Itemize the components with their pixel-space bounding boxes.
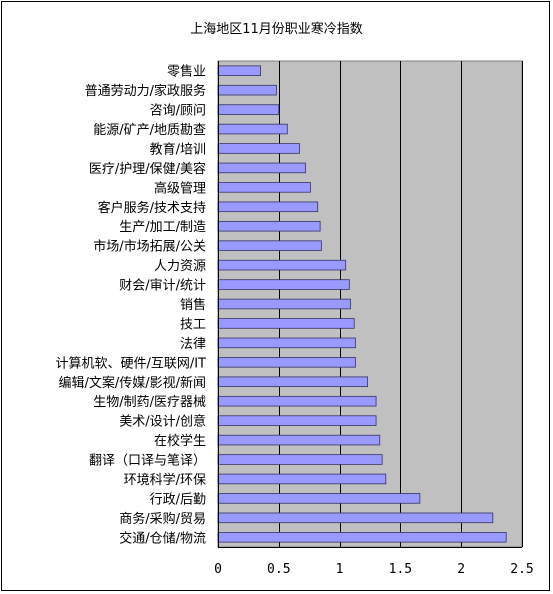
category-label: 交通/仓储/物流 (119, 530, 206, 546)
category-label: 能源/矿产/地质勘查 (93, 123, 206, 138)
bar (217, 434, 381, 446)
category-label: 客户服务/技术支持 (98, 200, 206, 216)
category-label: 计算机软、硬件/互联网/IT (55, 356, 206, 371)
category-label: 市场/市场拓展/公关 (93, 239, 206, 255)
category-label: 商务/采购/贸易 (119, 511, 206, 527)
category-label: 销售 (180, 297, 206, 313)
category-label: 高级管理 (154, 180, 206, 196)
category-label: 零售业 (167, 64, 206, 80)
x-tick-label: 0 (214, 562, 222, 577)
bar (217, 337, 356, 349)
bar (217, 512, 494, 524)
bar (217, 162, 306, 174)
bar (217, 532, 507, 543)
bar (217, 240, 322, 251)
bar (217, 65, 261, 76)
chart-title: 上海地区11月份职业寒冷指数 (190, 22, 363, 37)
x-tick-label: 1 (336, 562, 344, 577)
bar (217, 201, 319, 213)
bar (217, 84, 277, 96)
bar (217, 473, 387, 485)
category-label: 美术/设计/创意 (119, 414, 206, 430)
x-tick-label: 0.5 (267, 562, 290, 577)
bar (217, 395, 377, 407)
category-label: 环境科学/环保 (124, 472, 206, 488)
bar (217, 104, 280, 115)
category-label: 生物/制药/医疗器械 (93, 395, 206, 410)
category-label: 医疗/护理/保健/美容 (89, 161, 206, 177)
x-tick-label: 2 (457, 562, 465, 577)
category-label: 翻译（口译与笔译） (89, 453, 206, 469)
category-label: 法律 (180, 337, 206, 352)
category-label: 普通劳动力/家政服务 (85, 83, 206, 99)
category-label: 技工 (180, 317, 206, 332)
bar (217, 143, 300, 154)
category-label: 生产/加工/制造 (119, 220, 206, 235)
category-label: 教育/培训 (150, 141, 206, 157)
category-label: 行政/后勤 (150, 492, 206, 507)
bar (217, 357, 356, 368)
bar (217, 493, 421, 504)
category-label: 咨询/顾问 (150, 104, 206, 119)
bar (217, 279, 350, 290)
category-label: 财会/审计/统计 (119, 279, 206, 294)
bar (217, 454, 383, 465)
bar (217, 376, 368, 388)
bar (217, 182, 311, 193)
bar (217, 259, 347, 271)
category-label: 编辑/文案/传媒/影视/新闻 (58, 375, 206, 391)
bar (217, 415, 377, 426)
category-label: 在校学生 (154, 433, 206, 449)
category-label: 人力资源 (154, 259, 206, 274)
bar (217, 220, 321, 232)
bar (217, 318, 355, 329)
bar (217, 123, 288, 135)
bar (217, 298, 351, 310)
x-tick-label: 1.5 (389, 562, 412, 577)
x-tick-label: 2.5 (510, 562, 533, 577)
